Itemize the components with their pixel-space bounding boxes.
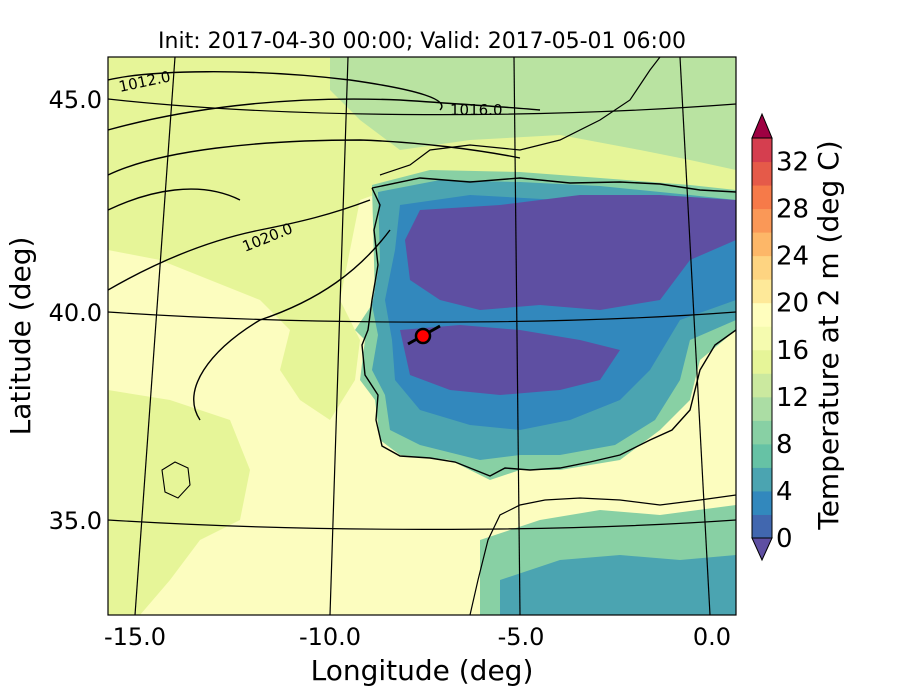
colorbar-tick-label: 28 [776, 195, 809, 225]
temperature-field-southwest [108, 390, 250, 615]
colorbar-band [752, 349, 772, 374]
colorbar-tick-label: 12 [776, 383, 809, 413]
colorbar-band [752, 255, 772, 280]
map-frame [107, 56, 737, 616]
colorbar-band [752, 185, 772, 210]
map-panel: 1012.0 1016.0 1020.0 [108, 57, 736, 615]
colorbar-extend-min [751, 537, 773, 562]
isobars [108, 71, 541, 421]
x-tick-label: -5.0 [498, 623, 545, 651]
colorbar-frame [751, 137, 773, 539]
isobar-label-1016: 1016.0 [450, 101, 503, 119]
graticule [108, 57, 736, 615]
temperature-field-meseta-north [405, 195, 736, 310]
colorbar-ticks: 0 4 8 12 16 20 24 28 32 [776, 148, 809, 554]
colorbar-band [752, 490, 772, 515]
temperature-field-atlas [500, 555, 736, 615]
colorbar-tick-label: 4 [776, 477, 793, 507]
colorbar-tick-label: 20 [776, 289, 809, 319]
coastline-morocco [469, 494, 736, 615]
colorbar-band [752, 420, 772, 445]
temperature-field-meseta-south [400, 325, 620, 395]
colorbar-band [752, 467, 772, 492]
y-axis: 45.0 40.0 35.0 Latitude (deg) [4, 86, 102, 535]
colorbar-tick-label: 0 [776, 524, 793, 554]
colorbar-band [752, 373, 772, 398]
x-tick-label: -10.0 [299, 623, 361, 651]
y-tick-label: 40.0 [49, 299, 102, 327]
colorbar-band [752, 443, 772, 468]
temperature-field-west-coast [280, 300, 360, 420]
coastline-canary [161, 461, 191, 499]
colorbar-band [752, 279, 772, 304]
colorbar-band [752, 232, 772, 257]
x-axis-label: Longitude (deg) [311, 654, 534, 687]
colorbar-tick-label: 8 [776, 430, 793, 460]
colorbar-band [752, 161, 772, 186]
x-tick-label: 0.0 [693, 623, 731, 651]
y-axis-label: Latitude (deg) [4, 237, 37, 436]
colorbar-band [752, 138, 772, 163]
colorbar-tick-label: 16 [776, 336, 809, 366]
figure-title: Init: 2017-04-30 00:00; Valid: 2017-05-0… [158, 29, 686, 54]
colorbar-band [752, 326, 772, 351]
colorbar-band [752, 208, 772, 233]
x-axis: -15.0 -10.0 -5.0 0.0 Longitude (deg) [104, 623, 731, 687]
colorbar-band [752, 302, 772, 327]
x-tick-label: -15.0 [104, 623, 166, 651]
location-marker [414, 327, 432, 345]
colorbar-tick-label: 24 [776, 242, 809, 272]
colorbar-band [752, 514, 772, 539]
colorbar-label: Temperature at 2 m (deg C) [812, 140, 845, 530]
colorbar-bands [751, 112, 773, 562]
coastline-france [379, 57, 661, 176]
colorbar: 0 4 8 12 16 20 24 28 32 Temperature at 2 m (deg … [751, 112, 845, 562]
y-tick-label: 35.0 [49, 507, 102, 535]
colorbar-tick-label: 32 [776, 148, 809, 178]
colorbar-extend-max [751, 112, 773, 139]
colorbar-band [752, 396, 772, 421]
y-tick-label: 45.0 [49, 86, 102, 114]
